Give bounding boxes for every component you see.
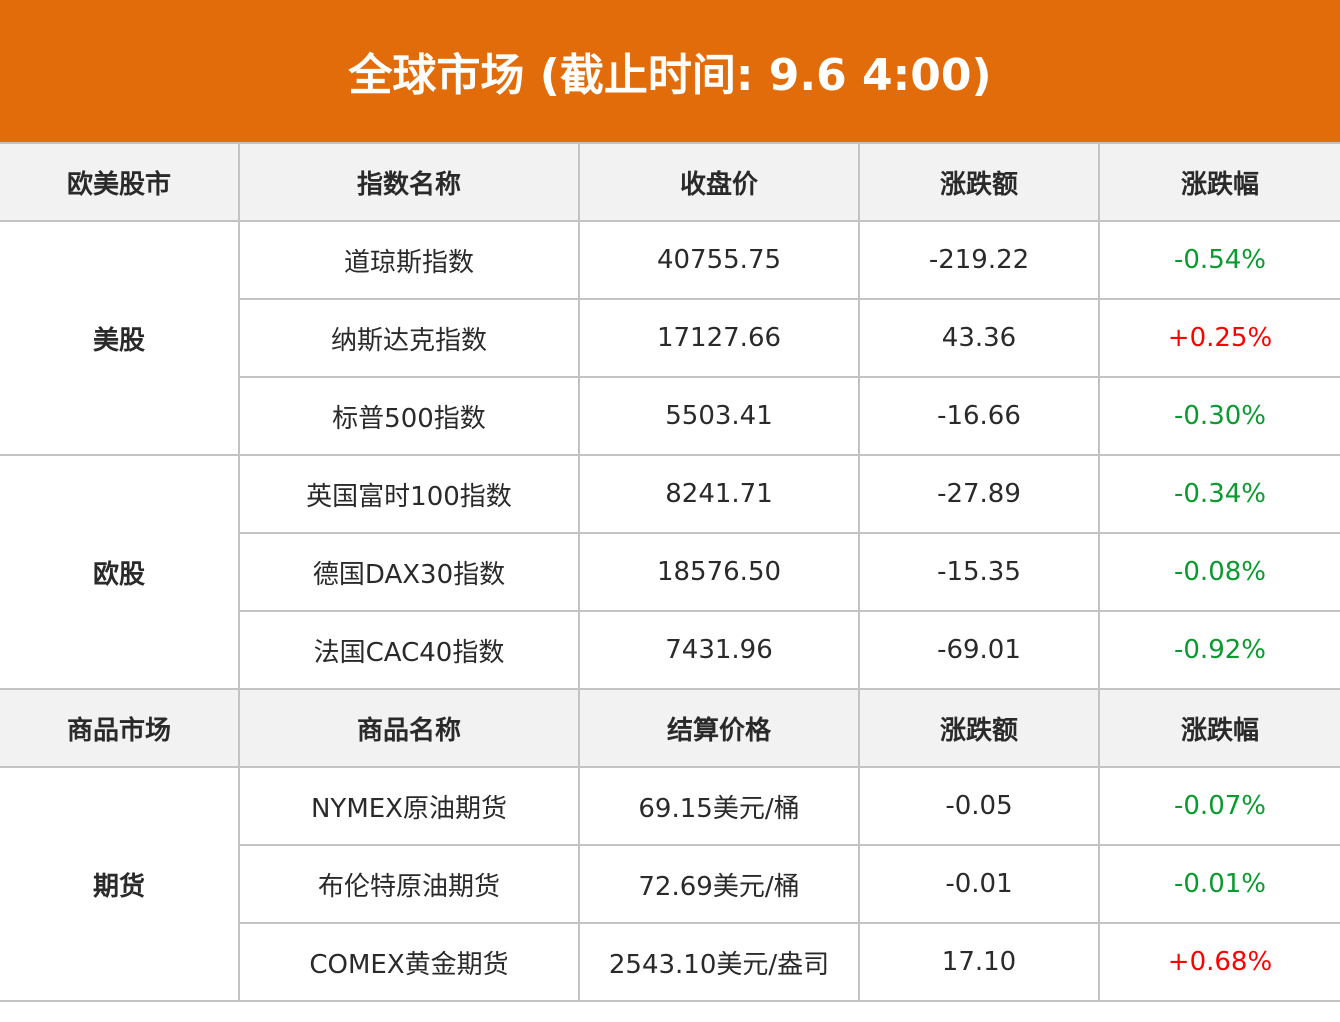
table-row: 欧股 英国富时100指数 8241.71 -27.89 -0.34% xyxy=(0,454,1340,690)
item-change: -16.66 xyxy=(858,376,1100,456)
column-header-name: 指数名称 xyxy=(238,142,580,222)
item-change-pct: -0.08% xyxy=(1098,532,1340,612)
item-price: 2543.10美元/盎司 xyxy=(578,922,860,1002)
table-row: 法国CAC40指数 7431.96 -69.01 -0.92% xyxy=(0,610,1340,690)
item-name: NYMEX原油期货 xyxy=(238,766,580,846)
item-price: 7431.96 xyxy=(578,610,860,690)
item-price: 69.15美元/桶 xyxy=(578,766,860,846)
group-label: 欧股 xyxy=(0,454,240,690)
item-change: -219.22 xyxy=(858,220,1100,300)
header-row: 欧美股市 指数名称 收盘价 涨跌额 涨跌幅 xyxy=(0,142,1340,222)
item-price: 5503.41 xyxy=(578,376,860,456)
table-row: 标普500指数 5503.41 -16.66 -0.30% xyxy=(0,376,1340,456)
column-header-pct: 涨跌幅 xyxy=(1098,142,1340,222)
item-change-pct: -0.34% xyxy=(1098,454,1340,534)
header-row: 商品市场 商品名称 结算价格 涨跌额 涨跌幅 xyxy=(0,688,1340,768)
item-change: 17.10 xyxy=(858,922,1100,1002)
table-row: 期货 NYMEX原油期货 69.15美元/桶 -0.05 -0.07% xyxy=(0,766,1340,1002)
column-header-change: 涨跌额 xyxy=(858,142,1100,222)
table-row: 布伦特原油期货 72.69美元/桶 -0.01 -0.01% xyxy=(0,844,1340,924)
item-change: -69.01 xyxy=(858,610,1100,690)
column-header-name: 商品名称 xyxy=(238,688,580,768)
item-change-pct: -0.30% xyxy=(1098,376,1340,456)
table-row: 美股 道琼斯指数 40755.75 -219.22 -0.54% xyxy=(0,220,1340,456)
column-header-price: 收盘价 xyxy=(578,142,860,222)
column-header-change: 涨跌额 xyxy=(858,688,1100,768)
item-change: -0.01 xyxy=(858,844,1100,924)
item-name: COMEX黄金期货 xyxy=(239,922,580,1002)
item-price: 18576.50 xyxy=(578,532,860,612)
item-change: -0.05 xyxy=(858,766,1100,846)
table-row: COMEX黄金期货 2543.10美元/盎司 17.10 +0.68% xyxy=(0,922,1340,1002)
page-title: 全球市场 (截止时间: 9.6 4:00) xyxy=(0,0,1340,142)
item-change-pct: -0.92% xyxy=(1098,610,1340,690)
column-header-category: 欧美股市 xyxy=(0,142,240,222)
column-header-price: 结算价格 xyxy=(578,688,860,768)
group-label: 期货 xyxy=(0,766,240,1002)
item-change-pct: -0.54% xyxy=(1098,220,1340,300)
item-change: -27.89 xyxy=(858,454,1100,534)
item-name: 德国DAX30指数 xyxy=(239,532,580,612)
item-name: 法国CAC40指数 xyxy=(239,610,580,690)
item-name: 纳斯达克指数 xyxy=(239,298,580,378)
item-price: 72.69美元/桶 xyxy=(578,844,860,924)
item-change-pct: +0.25% xyxy=(1098,298,1340,378)
table-row: 纳斯达克指数 17127.66 43.36 +0.25% xyxy=(0,298,1340,378)
item-change-pct: +0.68% xyxy=(1098,922,1340,1002)
market-table: 欧美股市 指数名称 收盘价 涨跌额 涨跌幅 美股 道琼斯指数 40755.75 -219.22-… xyxy=(0,142,1340,1002)
item-price: 17127.66 xyxy=(578,298,860,378)
item-change: -15.35 xyxy=(858,532,1100,612)
column-header-pct: 涨跌幅 xyxy=(1098,688,1340,768)
item-change-pct: -0.07% xyxy=(1098,766,1340,846)
item-price: 8241.71 xyxy=(578,454,860,534)
table-row: 德国DAX30指数 18576.50 -15.35 -0.08% xyxy=(0,532,1340,612)
item-name: 布伦特原油期货 xyxy=(239,844,580,924)
item-change: 43.36 xyxy=(858,298,1100,378)
item-price: 40755.75 xyxy=(578,220,860,300)
item-name: 道琼斯指数 xyxy=(238,220,580,300)
column-header-category: 商品市场 xyxy=(0,688,240,768)
item-change-pct: -0.01% xyxy=(1098,844,1340,924)
group-label: 美股 xyxy=(0,220,240,456)
item-name: 标普500指数 xyxy=(239,376,580,456)
item-name: 英国富时100指数 xyxy=(238,454,580,534)
